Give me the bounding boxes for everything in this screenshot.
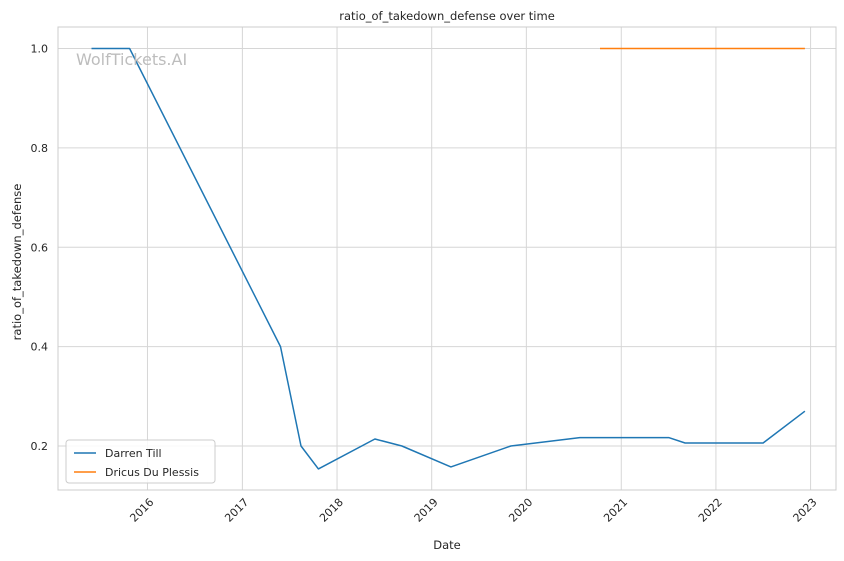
x-tick-label: 2020 [506,496,535,525]
series-line-darren-till [91,47,806,470]
plot-border [57,26,837,491]
x-axis-title: Date [433,538,461,552]
x-tick-label: 2016 [127,496,156,525]
y-tick-label: 1.0 [31,43,49,56]
y-tick-label: 0.6 [31,241,49,254]
x-tick-label: 2021 [601,496,630,525]
x-tick-label: 2019 [412,496,441,525]
x-tick-label: 2017 [222,496,251,525]
x-tick-label: 2018 [317,496,346,525]
watermark-text: WolfTickets.AI [76,50,187,69]
plot-area [58,27,836,490]
y-tick-label: 0.4 [31,341,49,354]
legend-box [65,439,216,484]
legend-label-darren-till: Darren Till [105,447,162,460]
y-axis-ticks: 0.2 0.4 0.6 0.8 1.0 [31,43,49,454]
series-lines [91,47,806,470]
x-tick-label: 2022 [696,496,725,525]
y-axis-title: ratio_of_takedown_defense [10,184,24,341]
x-axis-ticks: 2016 2017 2018 2019 2020 2021 2022 2023 [127,496,819,525]
legend-label-dricus-du-plessis: Dricus Du Plessis [105,466,199,479]
legend: Darren Till Dricus Du Plessis [65,439,216,484]
chart-title: ratio_of_takedown_defense over time [339,9,555,23]
x-tick-label: 2023 [791,496,820,525]
y-tick-label: 0.2 [31,440,49,453]
y-tick-label: 0.8 [31,142,49,155]
